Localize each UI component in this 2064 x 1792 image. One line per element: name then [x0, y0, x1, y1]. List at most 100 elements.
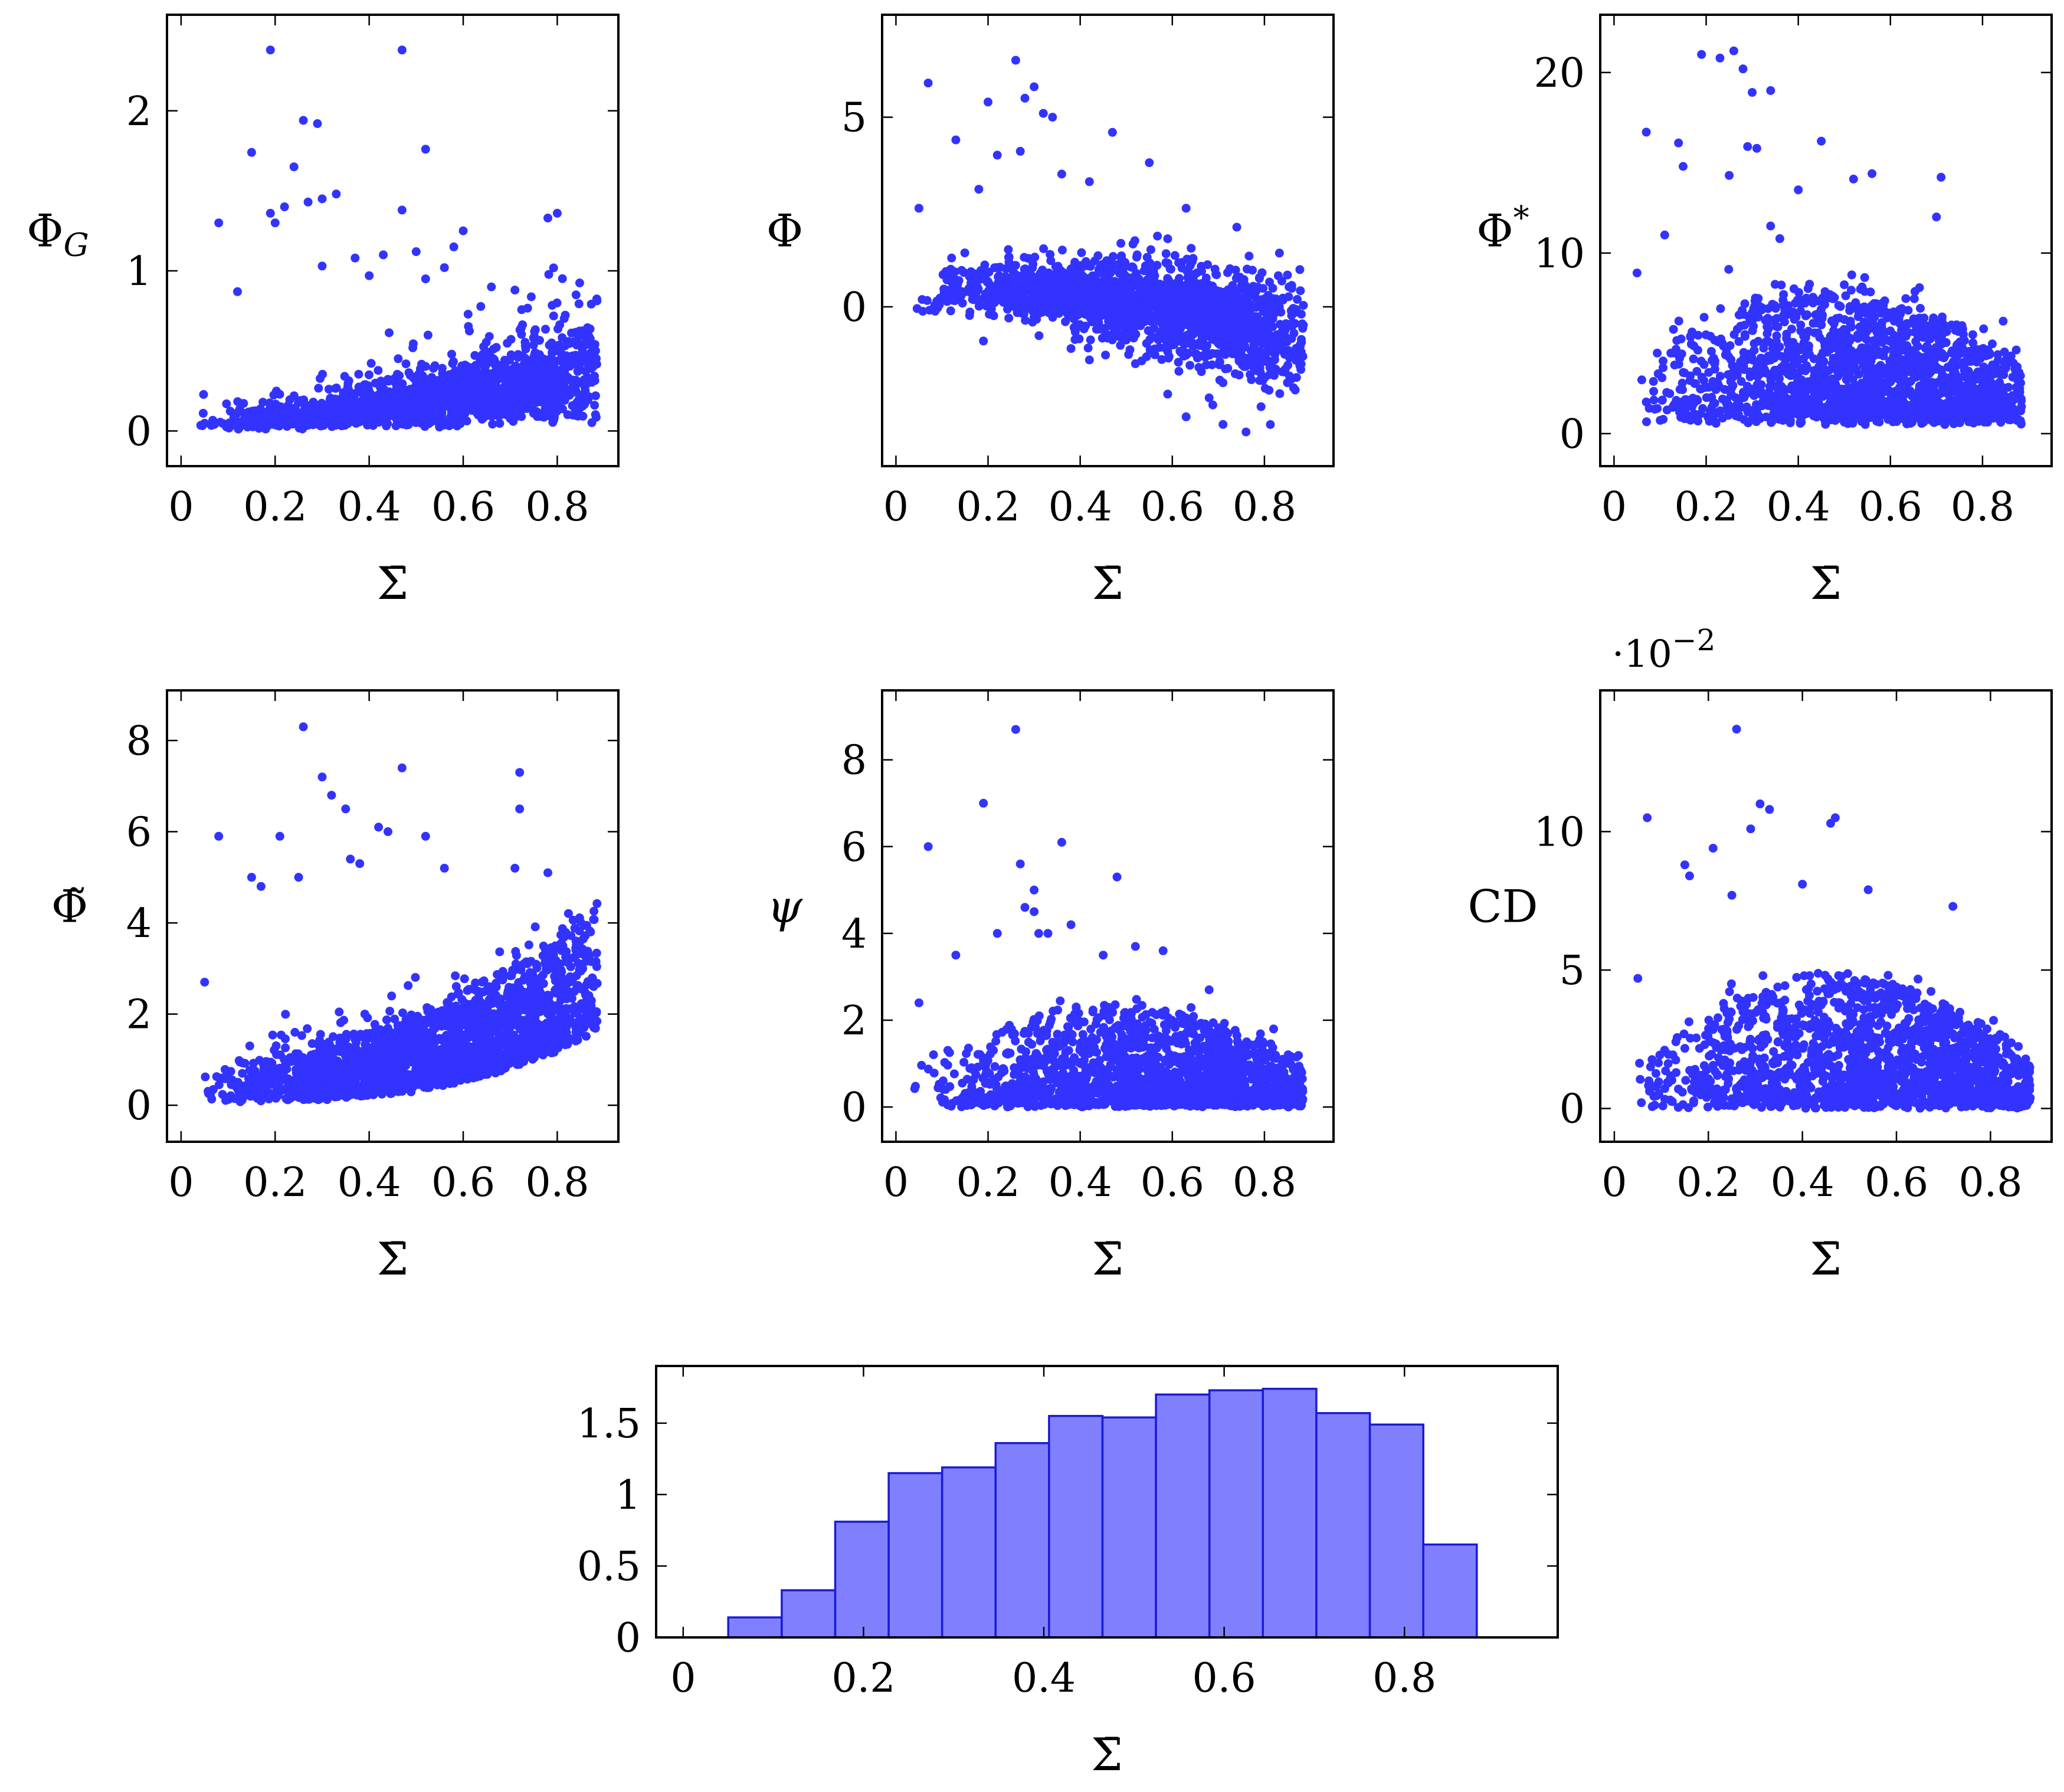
data-point	[1699, 360, 1709, 369]
data-point	[258, 398, 268, 407]
data-point	[200, 418, 209, 428]
data-point	[1275, 302, 1284, 312]
data-point	[476, 302, 486, 311]
data-point	[1202, 279, 1211, 288]
data-point	[1804, 326, 1813, 336]
data-point	[1739, 310, 1748, 319]
data-point	[933, 298, 943, 307]
data-point	[503, 392, 513, 402]
data-point	[574, 299, 584, 309]
data-point	[1215, 287, 1224, 296]
data-point	[481, 338, 491, 347]
data-point	[526, 292, 536, 302]
data-point	[477, 355, 487, 364]
data-point	[979, 336, 988, 346]
x-tick-label: 0.4	[338, 484, 401, 530]
data-point	[1057, 245, 1067, 255]
data-point	[1123, 298, 1132, 307]
data-point	[1223, 285, 1233, 294]
data-point	[1248, 346, 1257, 356]
data-point	[437, 408, 447, 418]
data-point	[976, 266, 985, 275]
data-point	[1185, 268, 1194, 278]
data-point	[421, 145, 430, 154]
data-point	[1827, 316, 1836, 326]
data-point	[1777, 280, 1786, 290]
x-tick-label: 0.6	[1141, 484, 1204, 530]
data-point	[1653, 404, 1662, 413]
data-point	[1204, 393, 1214, 402]
data-point	[1935, 319, 1944, 329]
data-point	[1840, 280, 1849, 290]
data-point	[1017, 290, 1026, 299]
data-point	[448, 357, 458, 366]
data-point	[394, 354, 403, 363]
data-point	[965, 307, 975, 317]
data-point	[1175, 290, 1184, 299]
data-point	[434, 389, 444, 398]
data-point	[922, 296, 932, 305]
y-axis-label: Φ	[766, 205, 803, 257]
data-point	[587, 418, 597, 427]
data-point	[1163, 258, 1172, 268]
data-point	[519, 404, 528, 414]
data-point	[1913, 342, 1922, 351]
data-point	[1740, 330, 1750, 339]
data-point	[587, 363, 596, 373]
data-point	[1244, 251, 1254, 261]
plot-area	[196, 45, 602, 434]
data-point	[562, 351, 571, 361]
data-point	[1163, 274, 1172, 283]
data-point	[1919, 313, 1929, 323]
data-point	[1112, 297, 1122, 306]
data-point	[350, 253, 360, 263]
data-point	[1011, 55, 1020, 65]
data-point	[559, 359, 569, 368]
data-point	[1036, 294, 1045, 303]
data-point	[1093, 299, 1102, 308]
data-point	[1262, 308, 1271, 317]
data-point	[1159, 335, 1169, 344]
data-point	[481, 391, 490, 400]
data-point	[1218, 420, 1228, 429]
data-point	[378, 385, 388, 394]
data-point	[1232, 222, 1241, 232]
data-point	[1223, 346, 1232, 355]
data-point	[468, 397, 477, 407]
data-point	[1756, 353, 1765, 363]
data-point	[551, 346, 561, 356]
y-tick-label: 0	[841, 284, 867, 331]
data-point	[974, 185, 984, 194]
data-point	[389, 390, 398, 399]
data-point	[1235, 324, 1244, 333]
data-point	[374, 408, 384, 417]
data-point	[994, 271, 1004, 280]
data-point	[1791, 312, 1800, 321]
data-point	[430, 361, 440, 371]
data-point	[1139, 266, 1149, 276]
data-point	[392, 369, 402, 379]
data-point	[385, 328, 394, 338]
data-point	[1027, 271, 1036, 280]
data-point	[1215, 357, 1224, 366]
ticks	[882, 15, 1334, 466]
data-point	[1267, 363, 1277, 372]
data-point	[914, 204, 923, 213]
data-point	[1768, 344, 1777, 353]
data-point	[1715, 372, 1725, 381]
data-point	[299, 412, 309, 422]
data-point	[558, 274, 567, 283]
data-point	[583, 323, 592, 332]
data-point	[1020, 93, 1030, 103]
data-point	[1066, 344, 1076, 353]
data-point	[1295, 265, 1305, 274]
data-point	[1037, 286, 1047, 296]
x-tick-label: 0	[883, 484, 909, 530]
data-point	[209, 420, 219, 429]
data-point	[318, 369, 327, 379]
data-point	[336, 408, 345, 418]
data-point	[437, 379, 446, 389]
data-point	[1069, 262, 1079, 271]
data-point	[1063, 299, 1073, 309]
data-point	[542, 375, 551, 385]
